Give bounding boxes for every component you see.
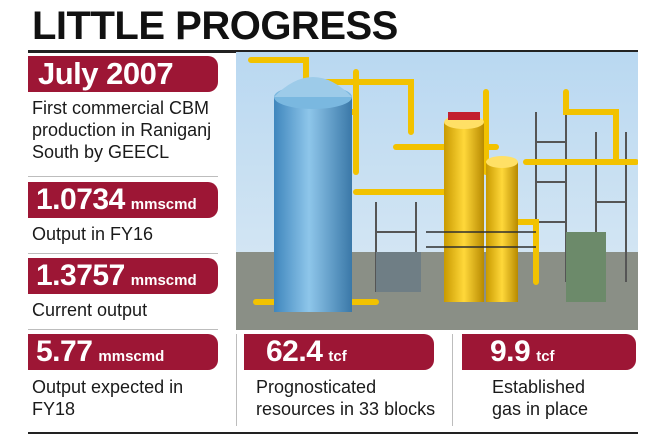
- stat-unit-output-fy16: mmscmd: [130, 196, 197, 213]
- stat-value-established-gas: 9.9: [490, 335, 531, 368]
- gas-plant-photo: [236, 52, 638, 330]
- divider: [236, 334, 237, 426]
- stat-tag-prognosticated-resources: 62.4 tcf: [244, 334, 434, 370]
- stat-tag-launch-date: July 2007: [28, 56, 218, 92]
- divider: [452, 334, 453, 426]
- stat-desc-established-gas: Established gas in place: [492, 377, 589, 419]
- stat-value-current-output: 1.3757: [36, 259, 125, 292]
- page-title: LITTLE PROGRESS: [32, 4, 398, 48]
- stat-unit-established-gas: tcf: [536, 348, 555, 365]
- bottom-rule: [28, 432, 638, 434]
- title-rule: [28, 50, 638, 53]
- divider: [28, 176, 218, 177]
- stat-tag-current-output: 1.3757 mmscmd: [28, 258, 218, 294]
- stat-value-output-fy16: 1.0734: [36, 183, 125, 216]
- stat-desc-current-output: Current output: [32, 300, 148, 320]
- stat-unit-prognosticated-resources: tcf: [328, 348, 347, 365]
- stat-value-launch-date: July 2007: [38, 56, 174, 91]
- stat-desc-prognosticated-resources: Prognosticated resources in 33 blocks: [256, 377, 436, 419]
- stat-unit-expected-output: mmscmd: [98, 348, 165, 365]
- stat-unit-current-output: mmscmd: [130, 272, 197, 289]
- stat-value-expected-output: 5.77: [36, 335, 93, 368]
- stat-desc-output-fy16: Output in FY16: [32, 224, 154, 244]
- stat-tag-expected-output: 5.77 mmscmd: [28, 334, 218, 370]
- divider: [28, 253, 218, 254]
- divider: [28, 329, 218, 330]
- stat-desc-launch-date: First commercial CBM production in Ranig…: [32, 98, 212, 162]
- stat-tag-established-gas: 9.9 tcf: [462, 334, 636, 370]
- stat-desc-expected-output: Output expected in FY18: [32, 377, 184, 419]
- stat-tag-output-fy16: 1.0734 mmscmd: [28, 182, 218, 218]
- stat-value-prognosticated-resources: 62.4: [266, 335, 323, 368]
